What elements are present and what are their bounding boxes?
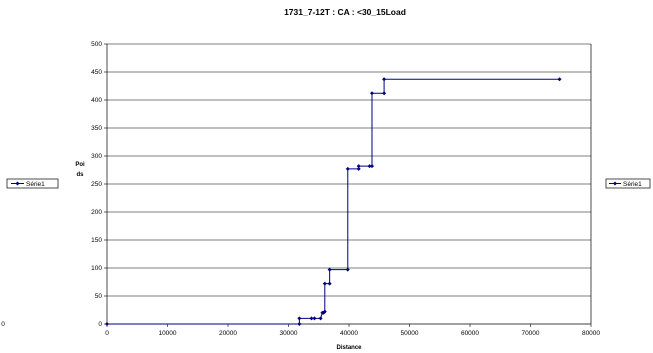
y-axis-label-line1: Poi xyxy=(75,162,85,168)
y-tick-label-2: 100 xyxy=(91,265,102,272)
legend-left-marker xyxy=(15,181,20,186)
x-axis-label: Distance xyxy=(336,345,362,351)
y-axis-label-line2: ds xyxy=(76,172,84,178)
y-tick-labels: 0 50 100 150 200 250 300 350 400 450 500 xyxy=(91,41,102,328)
grid-lines xyxy=(107,43,591,297)
y-tick-label-7: 350 xyxy=(91,125,102,132)
legend-left: Série1 xyxy=(6,178,59,189)
y-tick-label-9: 450 xyxy=(91,69,102,76)
legend-right-box xyxy=(605,178,651,189)
data-point-0-2 xyxy=(297,316,302,321)
data-point-0-15 xyxy=(356,164,361,169)
data-point-0-14 xyxy=(356,166,361,171)
data-point-0-0 xyxy=(105,322,109,326)
legend-left-box xyxy=(6,178,59,189)
y-tick-label-3: 150 xyxy=(91,237,102,244)
data-point-0-5 xyxy=(318,316,323,321)
legend-right-label: Série1 xyxy=(623,181,642,188)
x-tick-label-8: 80000 xyxy=(582,330,600,337)
chart-title: 1731_7-12T : CA : <30_15Load xyxy=(284,7,406,17)
y-tick-label-10: 500 xyxy=(91,41,102,48)
x-tick-label-0: 0 xyxy=(105,330,109,337)
data-point-0-11 xyxy=(327,267,332,272)
data-point-0-10 xyxy=(327,281,332,286)
x-tick-label-4: 40000 xyxy=(340,330,358,337)
x-tick-label-5: 50000 xyxy=(400,330,418,337)
data-point-0-13 xyxy=(345,166,350,171)
x-tick-label-1: 10000 xyxy=(158,330,176,337)
data-point-0-12 xyxy=(345,267,350,272)
stray-left-tick: 0 xyxy=(1,321,5,328)
data-point-0-20 xyxy=(382,77,387,82)
x-tick-label-3: 30000 xyxy=(279,330,297,337)
data-point-0-21 xyxy=(557,77,562,82)
data-point-0-16 xyxy=(367,164,372,169)
data-point-0-3 xyxy=(309,316,314,321)
y-tick-label-6: 300 xyxy=(91,153,102,160)
legend-right: Série1 xyxy=(605,178,651,189)
legend-right-marker xyxy=(613,181,617,186)
data-point-0-8 xyxy=(322,309,327,314)
y-tick-label-0: 0 xyxy=(98,321,102,328)
data-point-0-9 xyxy=(322,281,327,286)
x-tick-label-2: 20000 xyxy=(219,330,237,337)
data-point-0-19 xyxy=(382,91,387,96)
data-point-0-1 xyxy=(297,322,302,326)
data-point-0-18 xyxy=(369,91,374,96)
y-tick-label-4: 200 xyxy=(91,209,102,216)
x-tick-label-6: 60000 xyxy=(461,330,479,337)
y-tick-label-8: 400 xyxy=(91,97,102,104)
data-point-0-17 xyxy=(369,164,374,169)
series-group xyxy=(105,77,562,326)
y-tick-label-1: 50 xyxy=(95,293,103,300)
x-tick-labels: 0 10000 20000 30000 40000 50000 60000 70000 8000… xyxy=(105,330,600,337)
y-tick-label-5: 250 xyxy=(91,181,102,188)
data-point-0-4 xyxy=(312,316,317,321)
x-tick-label-7: 70000 xyxy=(521,330,539,337)
legend-left-label: Série1 xyxy=(26,181,45,188)
